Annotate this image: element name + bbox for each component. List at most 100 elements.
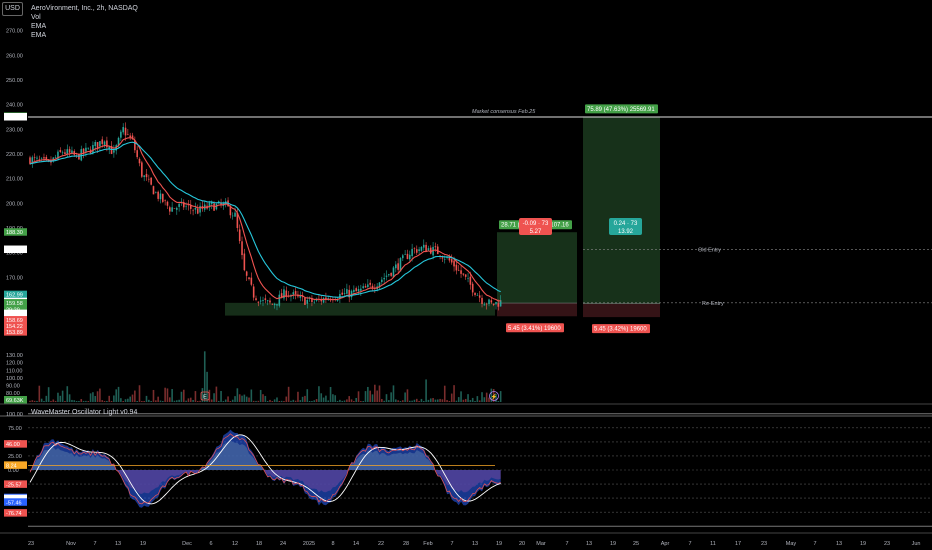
x-axis-tick: May bbox=[786, 541, 797, 547]
x-axis-tick: 7 bbox=[93, 541, 96, 547]
price-tag bbox=[4, 309, 27, 318]
oscillator-tag bbox=[4, 480, 27, 488]
volume-bar bbox=[327, 400, 330, 402]
candle bbox=[273, 303, 276, 306]
volume-bar bbox=[313, 400, 316, 402]
indicator-vol-label[interactable]: Vol bbox=[31, 14, 41, 21]
candle bbox=[141, 162, 143, 177]
pnl-box bbox=[609, 218, 642, 235]
volume-bar bbox=[173, 400, 176, 402]
candle bbox=[395, 264, 397, 269]
volume-bar bbox=[262, 394, 264, 402]
candle bbox=[441, 257, 444, 259]
y-axis-tick: 170.00 bbox=[6, 275, 23, 281]
candle bbox=[383, 278, 385, 280]
candle bbox=[96, 142, 99, 148]
candle bbox=[467, 278, 469, 279]
volume-bar bbox=[138, 385, 141, 402]
candle bbox=[311, 298, 313, 303]
volume-bar bbox=[159, 400, 162, 402]
x-axis-tick: Nov bbox=[66, 541, 76, 547]
candle bbox=[418, 249, 420, 251]
candle bbox=[250, 277, 253, 285]
price-tag bbox=[4, 316, 27, 324]
volume-axis-tick: 80.00 bbox=[6, 391, 20, 397]
volume-bar bbox=[495, 393, 497, 402]
volume-bar bbox=[334, 395, 337, 402]
volume-bar bbox=[68, 394, 71, 402]
split-marker-label: ⚡ bbox=[491, 394, 498, 401]
symbol-title[interactable]: AeroVironment, Inc., 2h, NASDAQ bbox=[31, 5, 138, 12]
volume-bar bbox=[157, 396, 159, 402]
x-axis-tick: 12 bbox=[232, 541, 238, 547]
candle bbox=[443, 259, 446, 260]
target-zone bbox=[497, 232, 577, 304]
oscillator-red-area bbox=[30, 470, 501, 494]
volume-bar bbox=[38, 385, 41, 402]
x-axis-tick: 19 bbox=[860, 541, 866, 547]
volume-bar bbox=[54, 400, 57, 402]
old-entry-label: Old Entry bbox=[698, 248, 721, 254]
volume-bar bbox=[388, 400, 390, 402]
volume-bar bbox=[245, 396, 248, 402]
candle bbox=[432, 246, 434, 256]
volume-bar bbox=[406, 389, 409, 402]
candle bbox=[150, 177, 152, 185]
currency-button[interactable]: USD bbox=[2, 2, 23, 16]
volume-bar bbox=[483, 397, 486, 402]
volume-bar bbox=[320, 393, 323, 402]
y-axis-tick: 260.00 bbox=[6, 53, 23, 59]
target-zone bbox=[583, 116, 660, 304]
volume-bar bbox=[33, 400, 36, 402]
volume-bar bbox=[243, 394, 246, 402]
candle bbox=[434, 246, 437, 248]
volume-bar bbox=[36, 400, 38, 402]
candle bbox=[390, 272, 392, 276]
volume-bar bbox=[460, 391, 462, 402]
candle bbox=[45, 156, 48, 160]
volume-bar bbox=[332, 394, 334, 402]
candle bbox=[329, 299, 332, 301]
candle bbox=[485, 303, 488, 305]
volume-bar bbox=[222, 400, 225, 402]
candle bbox=[271, 303, 274, 305]
x-axis-tick: 7 bbox=[450, 541, 453, 547]
oscillator-axis-tick: 0.00 bbox=[8, 468, 19, 474]
stop-label-box bbox=[592, 324, 650, 334]
candle bbox=[413, 248, 416, 249]
volume-bar bbox=[471, 397, 474, 402]
volume-bar bbox=[297, 391, 299, 402]
candle bbox=[408, 254, 411, 260]
candle bbox=[262, 300, 264, 301]
candle bbox=[189, 205, 192, 209]
pnl-value: -0.09 · 73 bbox=[523, 221, 549, 227]
oscillator-axis-tick: 25.00 bbox=[8, 454, 22, 460]
volume-bar bbox=[257, 400, 260, 402]
oscillator-title[interactable]: WaveMaster Oscillator Light v0.94 bbox=[31, 409, 138, 416]
volume-bar bbox=[362, 400, 364, 402]
candle bbox=[292, 292, 295, 295]
oscillator-tag bbox=[4, 498, 27, 506]
volume-bar bbox=[376, 390, 378, 402]
volume-bar bbox=[61, 390, 64, 402]
candle bbox=[85, 147, 87, 152]
y-axis-tick: 180.00 bbox=[6, 251, 23, 257]
volume-bar bbox=[357, 391, 360, 402]
indicator-ema-label[interactable]: EMA bbox=[31, 23, 47, 30]
candle bbox=[371, 285, 374, 289]
candle bbox=[124, 127, 127, 136]
candle bbox=[248, 277, 250, 280]
stop-zone bbox=[497, 303, 577, 317]
x-axis-tick: 14 bbox=[353, 541, 359, 547]
indicator-ema-label-2[interactable]: EMA bbox=[31, 32, 47, 39]
volume-bar bbox=[175, 400, 178, 402]
ema-fast-line bbox=[29, 137, 501, 302]
volume-bar bbox=[402, 400, 404, 402]
candle bbox=[492, 303, 495, 305]
volume-bar bbox=[131, 394, 134, 402]
candle bbox=[276, 304, 278, 306]
volume-bar bbox=[187, 398, 190, 402]
x-axis-tick: 13 bbox=[586, 541, 592, 547]
volume-bar bbox=[474, 400, 476, 402]
